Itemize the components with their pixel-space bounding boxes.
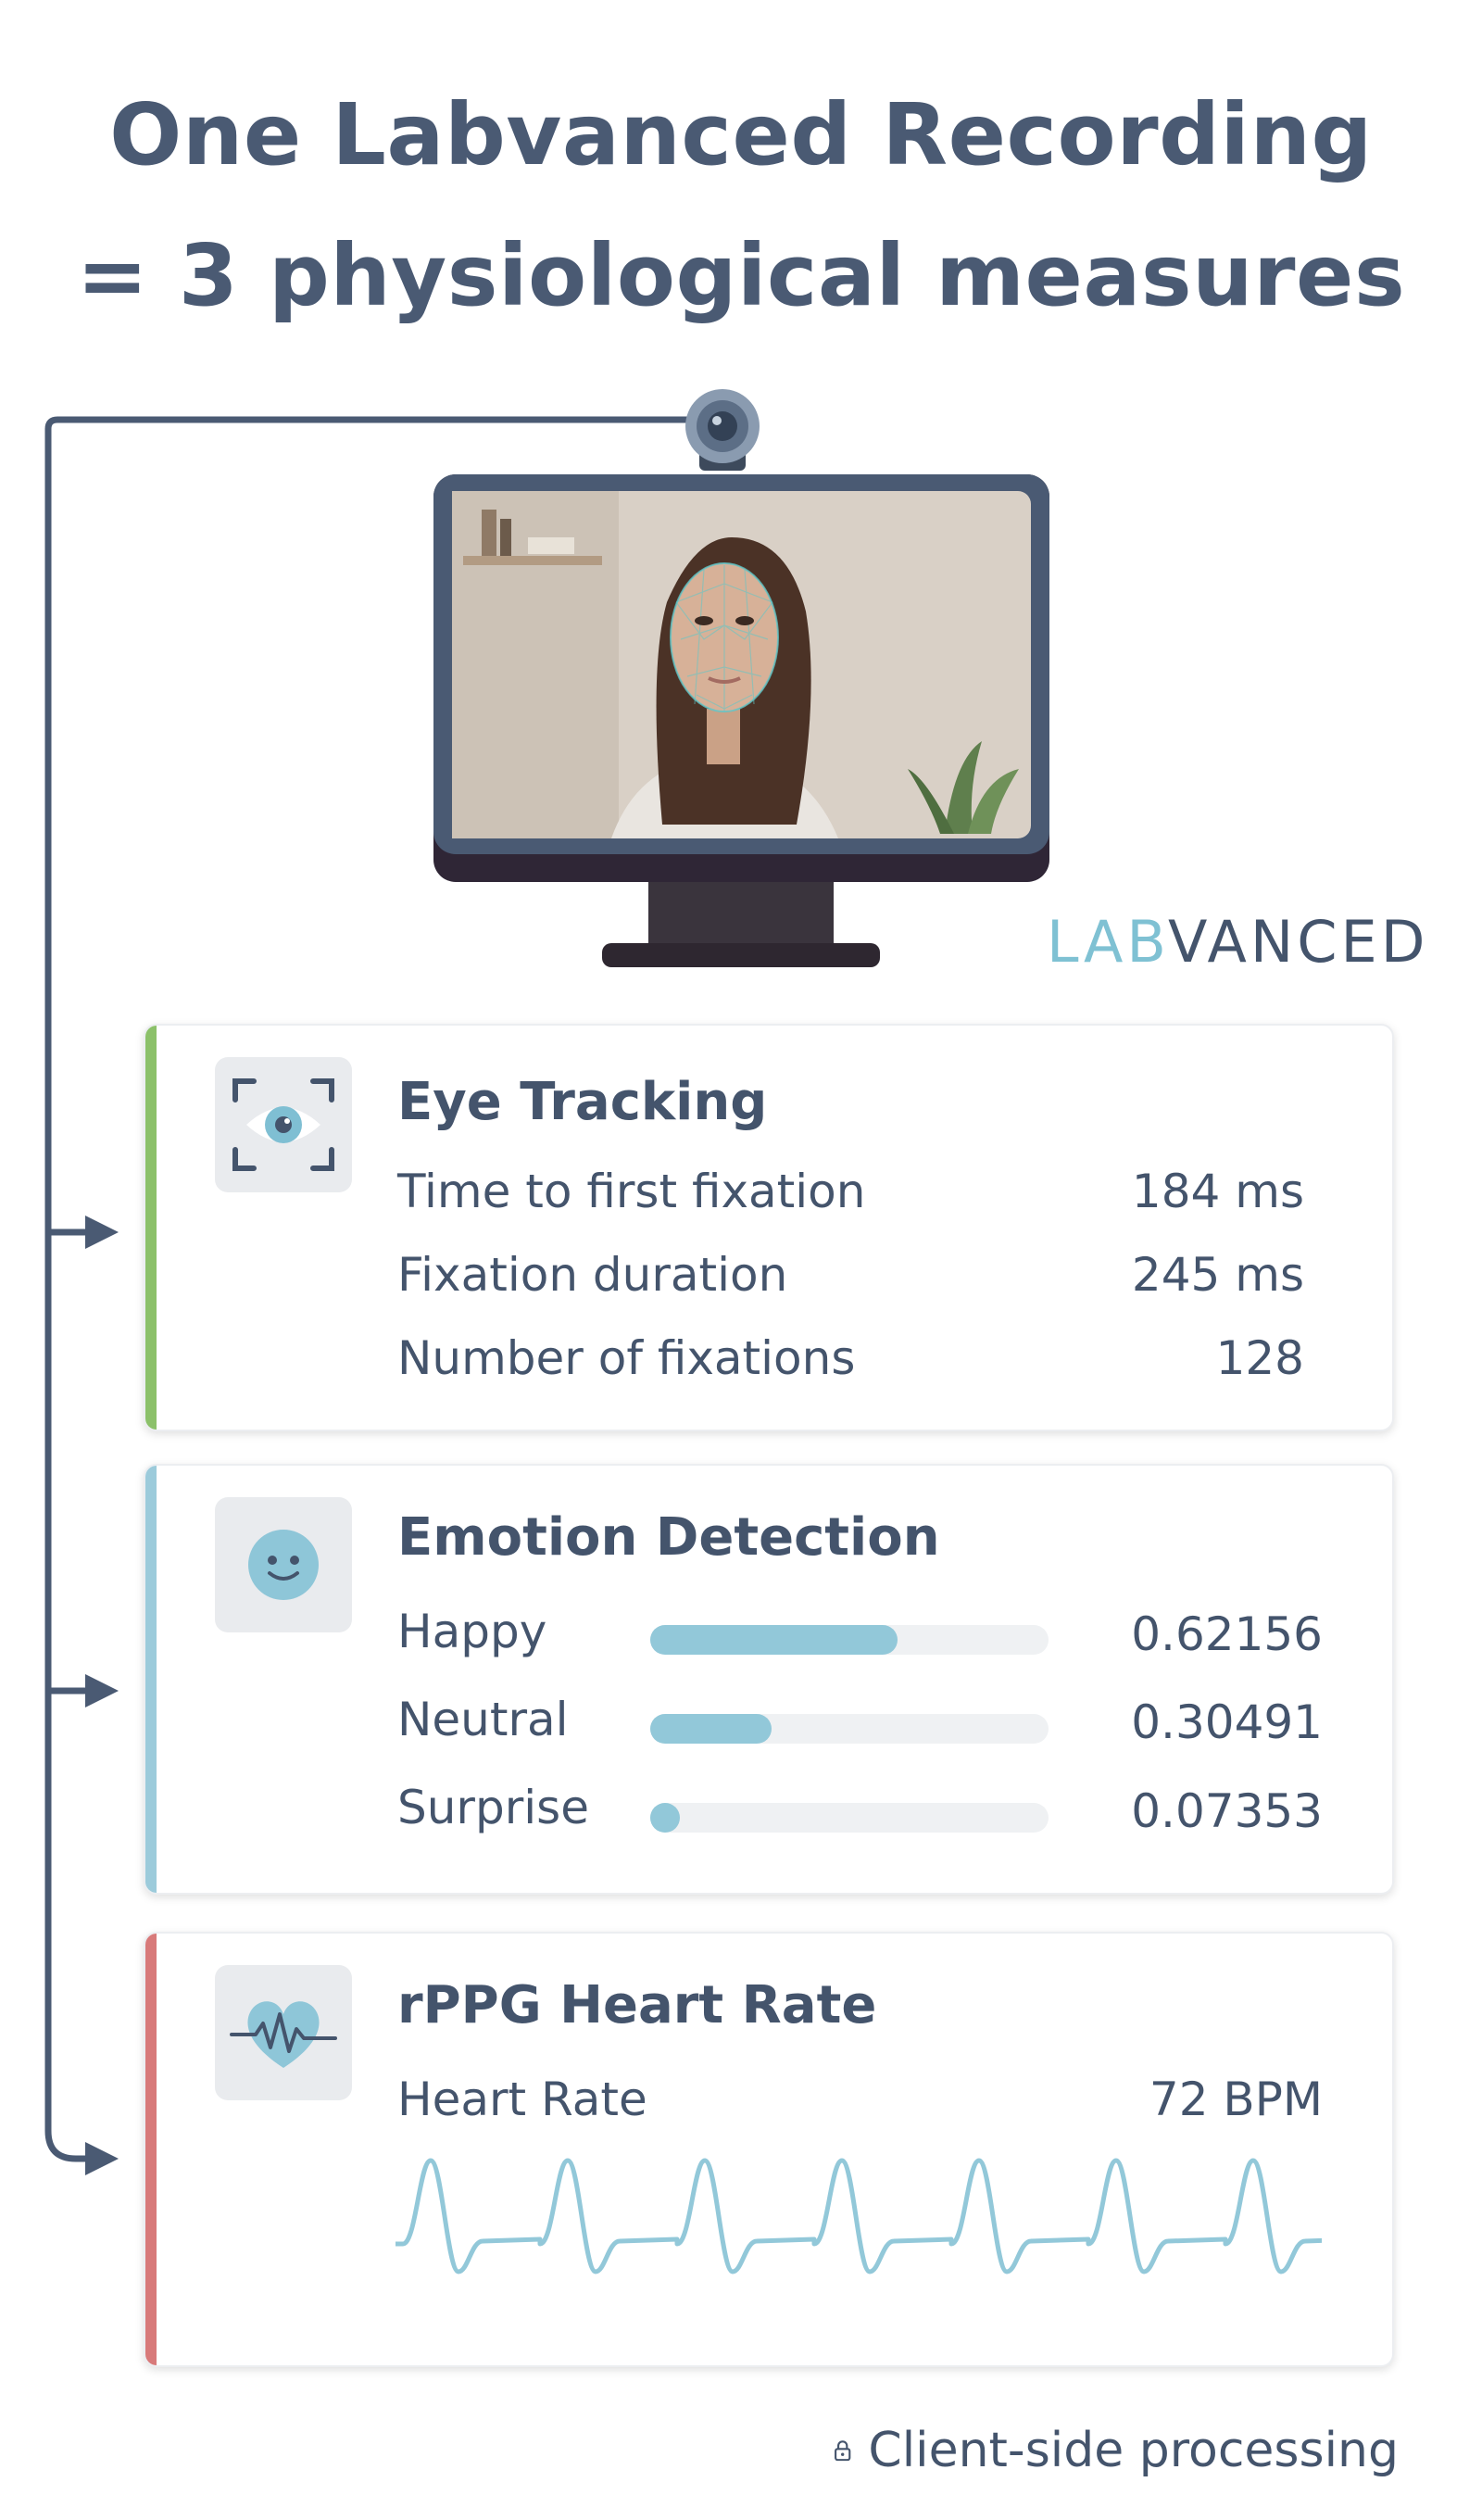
heart-rate-card: rPPG Heart Rate Heart Rate 72 BPM — [144, 1932, 1394, 2367]
emotion-value: 0.30491 — [1131, 1695, 1323, 1749]
metric-label: Fixation duration — [397, 1248, 788, 1302]
metric-value: 245 ms — [1131, 1248, 1304, 1302]
webcam-icon — [685, 389, 760, 471]
heart-pulse-icon — [230, 2001, 337, 2068]
card-accent-stripe — [145, 1934, 157, 2365]
title-line-1: One Labvanced Recording — [109, 85, 1373, 184]
footer-text: Client-side processing — [868, 2423, 1399, 2478]
emotion-bar — [650, 1803, 1049, 1833]
emotion-bar — [650, 1625, 1049, 1655]
logo-part-2: VANCED — [1168, 908, 1429, 976]
logo-part-1: LAB — [1047, 908, 1169, 976]
card-title: Eye Tracking — [397, 1072, 768, 1132]
metric-value: 184 ms — [1131, 1165, 1304, 1218]
eye-icon — [232, 1078, 334, 1171]
metric-label: Number of fixations — [397, 1331, 856, 1385]
heart-rate-value: 72 BPM — [1149, 2073, 1323, 2126]
arrow-heart — [85, 2142, 119, 2175]
card-accent-stripe — [145, 1026, 157, 1430]
emotion-bar-fill — [650, 1714, 772, 1744]
emotion-label: Neutral — [397, 1693, 569, 1746]
title-line-2: = 3 physiological measures — [76, 226, 1406, 325]
monitor-illustration — [433, 389, 1049, 967]
page-title: One Labvanced Recording = 3 physiologica… — [0, 65, 1482, 346]
card-title: Emotion Detection — [397, 1507, 940, 1568]
emotion-value: 0.62156 — [1131, 1607, 1323, 1661]
eye-tracking-card: Eye Tracking Time to first fixation 184 … — [144, 1024, 1394, 1431]
smiley-icon — [248, 1530, 319, 1600]
card-title: rPPG Heart Rate — [397, 1975, 877, 2035]
arrow-eye — [85, 1216, 119, 1249]
heart-icon-box — [215, 1965, 352, 2100]
metric-label: Time to first fixation — [397, 1165, 866, 1218]
metric-value: 128 — [1215, 1331, 1304, 1385]
emotion-label: Surprise — [397, 1781, 589, 1834]
emotion-bar-fill — [650, 1625, 898, 1655]
heart-rate-waveform — [396, 2158, 1322, 2274]
emotion-bar — [650, 1714, 1049, 1744]
arrow-emotion — [85, 1674, 119, 1707]
heart-rate-label: Heart Rate — [397, 2073, 647, 2126]
card-accent-stripe — [145, 1466, 157, 1893]
eye-tracking-icon-box — [215, 1057, 352, 1192]
emotion-detection-card: Emotion Detection Happy 0.62156 Neutral … — [144, 1464, 1394, 1895]
footer: Client-side processing — [834, 2413, 1399, 2488]
lock-icon — [835, 2440, 851, 2462]
emotion-label: Happy — [397, 1605, 547, 1658]
emotion-bar-fill — [650, 1803, 680, 1833]
screen-photo — [452, 491, 1031, 838]
emotion-value: 0.07353 — [1131, 1784, 1323, 1838]
labvanced-logo: LABVANCED — [1047, 908, 1428, 976]
emotion-icon-box — [215, 1497, 352, 1632]
